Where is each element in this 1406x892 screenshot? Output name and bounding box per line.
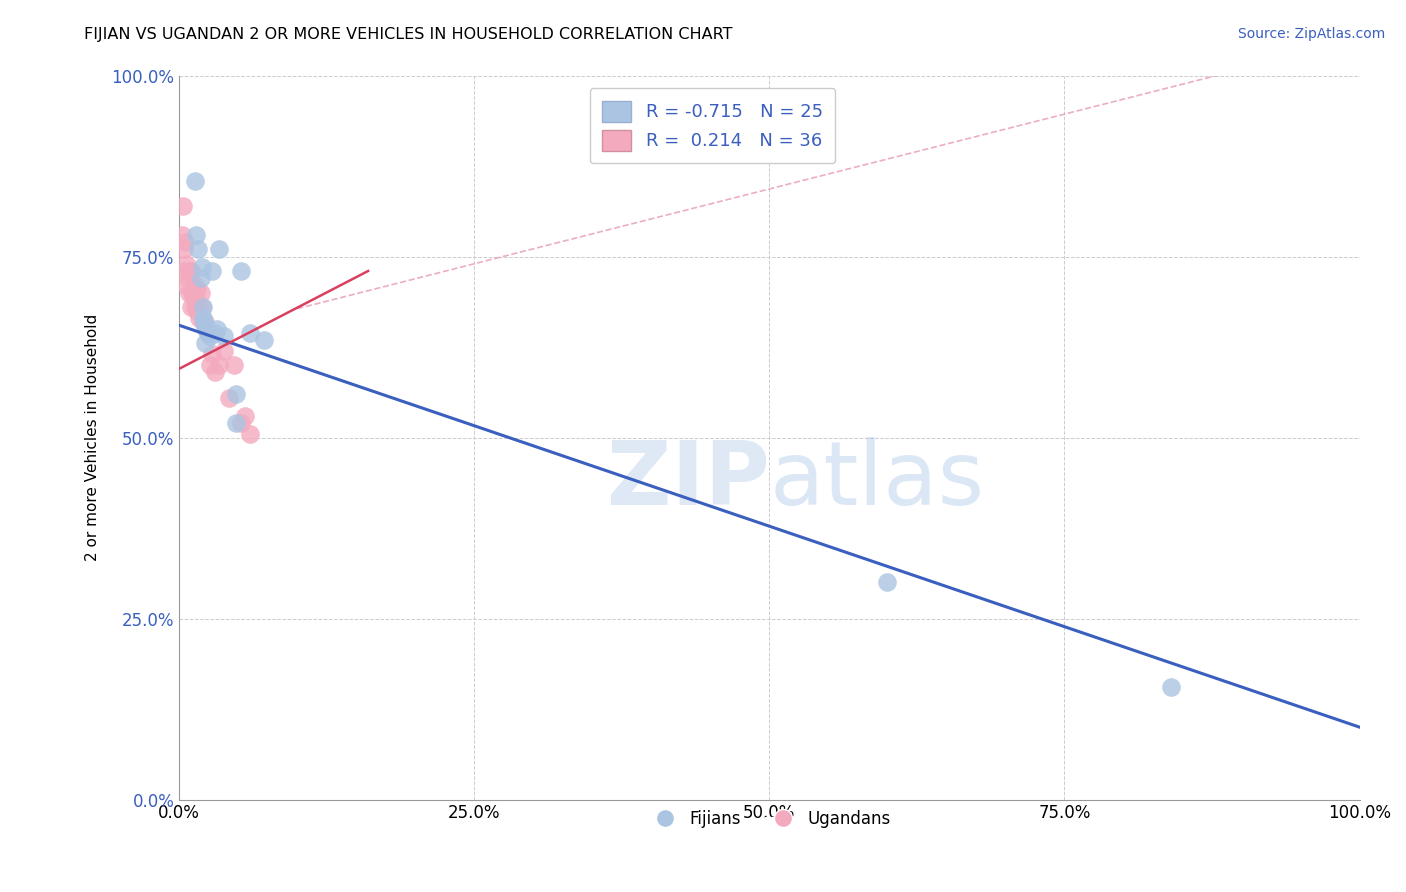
Point	[235, 409, 257, 423]
Point	[197, 326, 219, 340]
Y-axis label: 2 or more Vehicles in Household: 2 or more Vehicles in Household	[86, 314, 100, 561]
Point	[239, 426, 262, 441]
Point	[183, 289, 205, 303]
Point	[191, 315, 214, 329]
Point	[208, 358, 231, 372]
Point	[212, 329, 235, 343]
Point	[222, 358, 245, 372]
Point	[184, 227, 207, 242]
Point	[170, 227, 193, 242]
Point	[191, 311, 214, 326]
Point	[190, 260, 212, 275]
Text: atlas: atlas	[769, 437, 984, 524]
Point	[225, 416, 247, 430]
Point	[187, 300, 209, 314]
Point	[229, 264, 252, 278]
Text: Source: ZipAtlas.com: Source: ZipAtlas.com	[1237, 27, 1385, 41]
Point	[186, 282, 208, 296]
Point	[176, 278, 198, 293]
Point	[1160, 681, 1182, 695]
Point	[176, 257, 198, 271]
Point	[225, 387, 247, 401]
Point	[190, 271, 212, 285]
Point	[184, 293, 207, 307]
Point	[179, 264, 201, 278]
Point	[187, 242, 209, 256]
Point	[194, 315, 217, 329]
Legend: Fijians, Ugandans: Fijians, Ugandans	[641, 804, 897, 835]
Point	[212, 343, 235, 358]
Point	[181, 285, 204, 300]
Point	[204, 365, 226, 379]
Point	[172, 199, 194, 213]
Point	[173, 264, 195, 278]
Point	[190, 300, 212, 314]
Point	[208, 242, 231, 256]
Point	[191, 300, 214, 314]
Point	[186, 303, 208, 318]
Point	[229, 416, 252, 430]
Point	[183, 173, 205, 187]
Text: FIJIAN VS UGANDAN 2 OR MORE VEHICLES IN HOUSEHOLD CORRELATION CHART: FIJIAN VS UGANDAN 2 OR MORE VEHICLES IN …	[84, 27, 733, 42]
Point	[188, 311, 211, 326]
Point	[176, 271, 198, 285]
Point	[218, 391, 240, 405]
Point	[174, 235, 197, 249]
Point	[195, 322, 218, 336]
Point	[201, 347, 224, 361]
Point	[194, 336, 217, 351]
Point	[173, 242, 195, 256]
Point	[239, 326, 262, 340]
Point	[198, 358, 221, 372]
Point	[198, 329, 221, 343]
Point	[183, 278, 205, 293]
Point	[876, 575, 898, 590]
Point	[253, 333, 276, 347]
Point	[177, 285, 200, 300]
Point	[201, 264, 224, 278]
Point	[183, 300, 205, 314]
Point	[193, 315, 215, 329]
Point	[205, 322, 228, 336]
Point	[190, 285, 212, 300]
Point	[197, 326, 219, 340]
Point	[194, 318, 217, 333]
Point	[180, 264, 202, 278]
Text: ZIP: ZIP	[606, 437, 769, 524]
Point	[204, 326, 226, 340]
Point	[180, 300, 202, 314]
